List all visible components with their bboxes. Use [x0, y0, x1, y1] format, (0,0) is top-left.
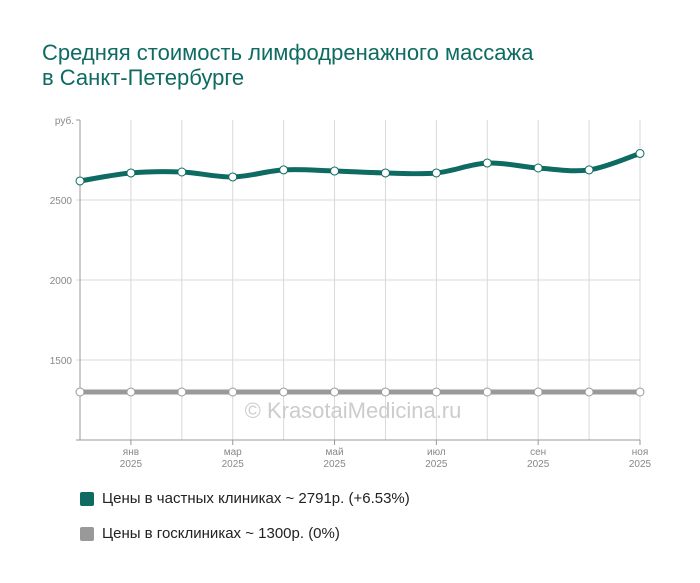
- data-point: [177, 387, 187, 397]
- data-point: [75, 176, 85, 186]
- x-tick-label-month: июл: [427, 447, 446, 458]
- data-point: [330, 166, 340, 176]
- data-point: [431, 387, 441, 397]
- data-point: [126, 387, 136, 397]
- legend-swatch: [80, 491, 94, 506]
- data-point: [75, 387, 85, 397]
- y-tick-label: 2000: [50, 276, 73, 287]
- legend-item-public[interactable]: Цены в госклиниках ~ 1300р. (0%): [80, 525, 340, 542]
- series-line-0: [79, 151, 641, 184]
- y-axis-label: руб.: [55, 115, 74, 127]
- x-tick-label-month: янв: [123, 447, 139, 458]
- data-point: [533, 163, 543, 173]
- legend-label: Цены в госклиниках ~ 1300р. (0%): [102, 525, 340, 542]
- data-point: [431, 168, 441, 178]
- watermark: © KrasotaiMedicina.ru: [245, 398, 462, 423]
- data-point: [584, 165, 594, 175]
- title-line-1: Средняя стоимость лимфодренажного массаж…: [42, 40, 534, 65]
- legend-label: Цены в частных клиниках ~ 2791р. (+6.53%…: [102, 490, 410, 507]
- chart-title: Средняя стоимость лимфодренажного массаж…: [42, 40, 534, 90]
- y-tick-label: 2500: [50, 196, 73, 207]
- y-tick-label: 1500: [50, 356, 73, 367]
- x-tick-label-year: 2025: [629, 459, 652, 470]
- data-point: [279, 165, 289, 175]
- title-line-2: в Санкт-Петербурге: [42, 65, 245, 90]
- data-point: [635, 148, 645, 158]
- data-point: [482, 387, 492, 397]
- data-point: [228, 387, 238, 397]
- data-point: [228, 172, 238, 182]
- x-tick-label-month: мар: [224, 447, 242, 458]
- data-point: [279, 387, 289, 397]
- x-tick-label-year: 2025: [527, 459, 550, 470]
- legend-swatch: [80, 526, 94, 541]
- data-point: [584, 387, 594, 397]
- x-tick-label-month: сен: [530, 447, 546, 458]
- data-point: [126, 168, 136, 178]
- x-tick-label-year: 2025: [120, 459, 143, 470]
- x-tick-label-year: 2025: [425, 459, 448, 470]
- legend-item-private[interactable]: Цены в частных клиниках ~ 2791р. (+6.53%…: [80, 490, 410, 507]
- data-point: [482, 158, 492, 168]
- data-point: [330, 387, 340, 397]
- data-point: [635, 387, 645, 397]
- data-point: [533, 387, 543, 397]
- data-point: [380, 387, 390, 397]
- x-tick-label-year: 2025: [323, 459, 346, 470]
- x-tick-label-month: май: [326, 447, 344, 458]
- x-tick-label-year: 2025: [222, 459, 245, 470]
- data-point: [380, 168, 390, 178]
- x-tick-label-month: ноя: [632, 447, 649, 458]
- data-point: [177, 167, 187, 177]
